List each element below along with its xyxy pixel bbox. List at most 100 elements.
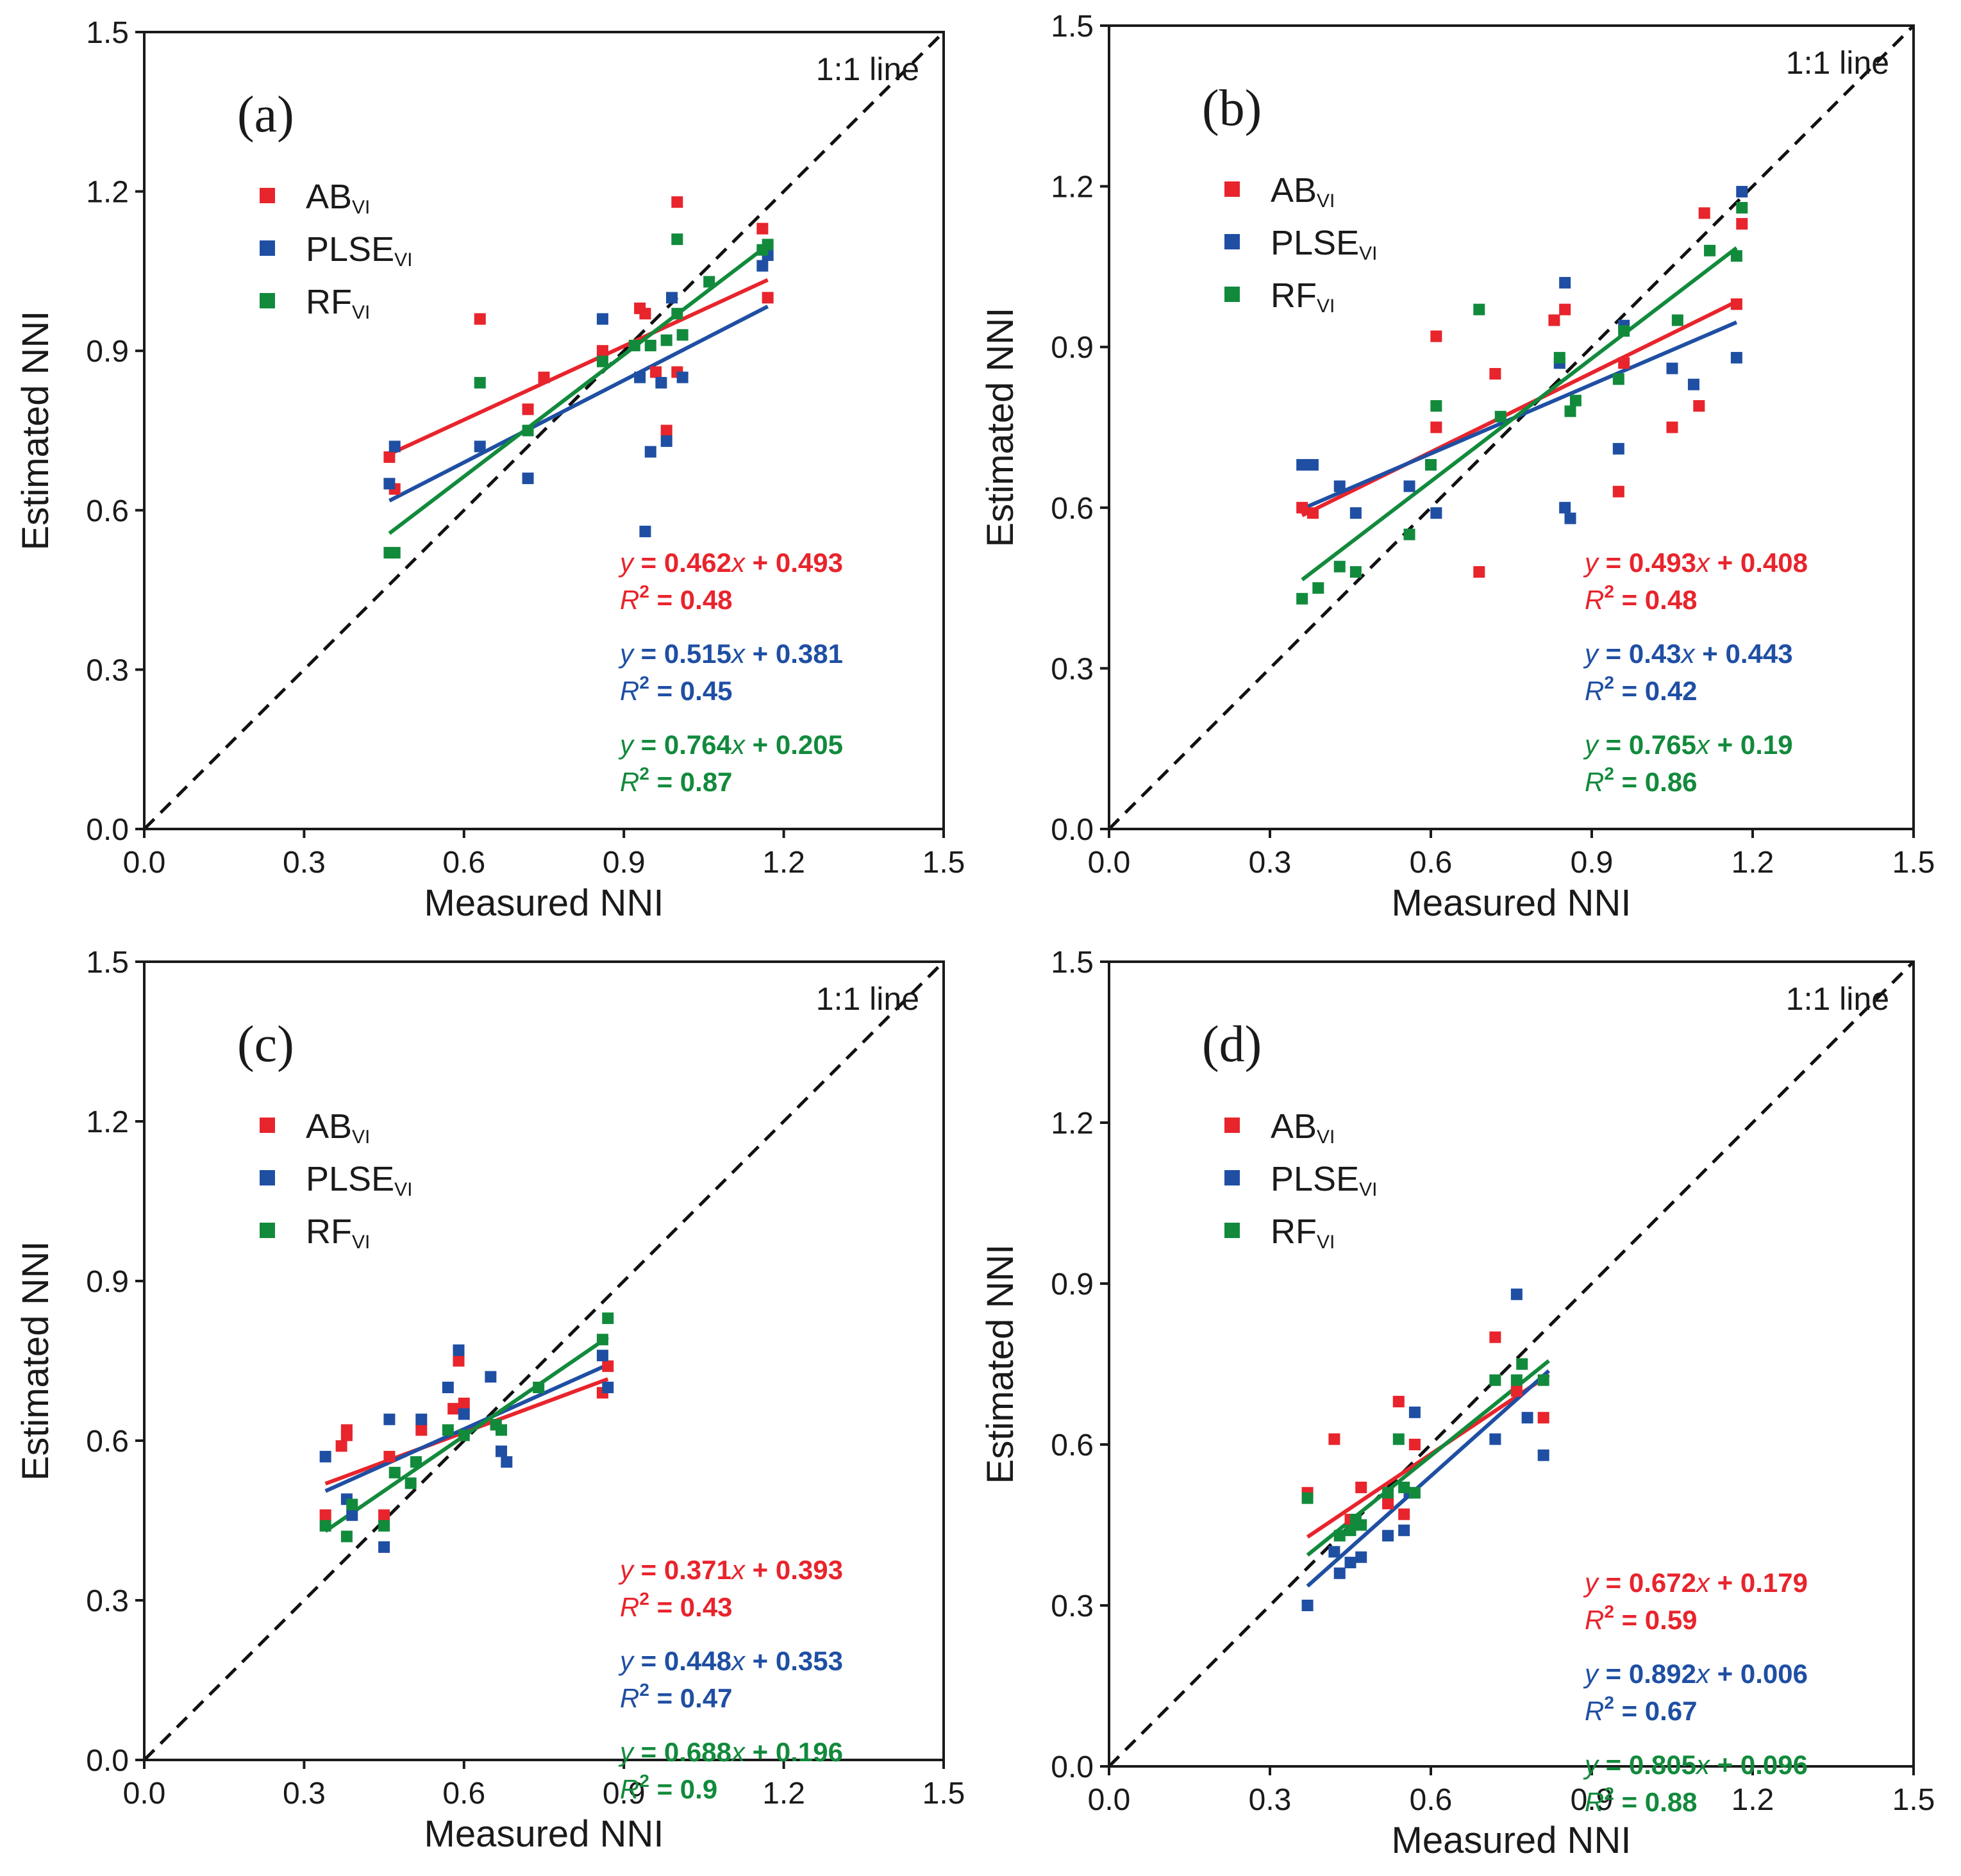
data-point-ab xyxy=(660,424,672,437)
data-point-ab xyxy=(383,1450,396,1462)
one-to-one-label: 1:1 line xyxy=(816,51,919,87)
legend-marker-rf xyxy=(260,1223,275,1238)
one-to-one-line xyxy=(143,31,945,830)
legend-marker-rf xyxy=(260,293,275,308)
panel-b: 0.00.0 0.3 0.3 0.6 0.6 0.9 0.9 1.2 1.2 1.5 1.5 Meas… xyxy=(980,10,1935,924)
data-point-ab xyxy=(602,1360,614,1372)
data-point-rf xyxy=(340,1530,353,1543)
data-point-ab xyxy=(538,371,550,383)
data-point-plse xyxy=(1430,507,1442,519)
data-point-rf xyxy=(1301,1492,1314,1504)
data-point-rf xyxy=(458,1429,470,1441)
regression-line-rf xyxy=(1301,246,1738,582)
y-tick-label: 1.2 xyxy=(86,176,129,210)
legend-label-rf: RFVI xyxy=(1271,276,1335,317)
y-tick-label: 1.5 xyxy=(86,946,129,980)
y-tick-label: 1.2 xyxy=(1051,1107,1094,1141)
x-tick-label: 1.5 xyxy=(922,846,965,880)
panel-label: (b) xyxy=(1202,80,1262,137)
equation-rf: y = 0.764x + 0.205 xyxy=(618,730,843,760)
data-point-ab xyxy=(1398,1508,1410,1520)
plot-frame xyxy=(143,960,945,1761)
one-to-one-label: 1:1 line xyxy=(816,981,919,1017)
data-point-ab xyxy=(1430,330,1442,342)
one-to-one-line xyxy=(1108,24,1915,830)
data-point-rf xyxy=(388,547,401,559)
r-squared-plse: R2 = 0.45 xyxy=(620,673,733,706)
y-tick-label: 0.0 xyxy=(1051,813,1094,847)
panel-label: (a) xyxy=(237,87,294,143)
data-point-rf xyxy=(1473,303,1485,315)
data-point-rf xyxy=(319,1520,331,1532)
data-point-plse xyxy=(1730,351,1742,364)
legend-marker-ab xyxy=(260,188,275,203)
r-squared-rf: R2 = 0.9 xyxy=(620,1771,717,1804)
y-axis-label: Estimated NNI xyxy=(15,311,56,551)
data-point-rf xyxy=(1730,250,1742,262)
data-point-plse xyxy=(655,376,667,389)
data-point-plse xyxy=(1296,458,1308,471)
legend-marker-plse xyxy=(1224,1170,1240,1185)
data-point-rf xyxy=(671,308,683,320)
plot-frame xyxy=(143,31,945,830)
legend-marker-plse xyxy=(260,240,275,256)
data-point-rf xyxy=(442,1424,454,1436)
data-point-ab xyxy=(522,403,534,415)
equation-rf: y = 0.688x + 0.196 xyxy=(618,1737,843,1767)
equation-ab: y = 0.493x + 0.408 xyxy=(1583,548,1808,578)
data-point-ab xyxy=(1408,1439,1421,1450)
data-point-plse xyxy=(1489,1433,1501,1445)
data-point-rf xyxy=(1296,592,1308,605)
y-tick-label: 0.0 xyxy=(1051,1750,1094,1784)
data-point-plse xyxy=(1564,512,1576,524)
data-point-plse xyxy=(1333,480,1346,492)
y-tick-label: 0.6 xyxy=(86,1425,129,1459)
data-point-ab xyxy=(1306,507,1319,519)
x-tick-label: 0.0 xyxy=(123,846,166,880)
data-point-ab xyxy=(1693,400,1705,412)
data-point-plse xyxy=(1537,1449,1549,1461)
data-point-plse xyxy=(634,371,646,383)
data-point-plse xyxy=(596,1350,608,1362)
data-point-rf xyxy=(1489,1374,1501,1386)
panel-d: 0.00.0 0.3 0.3 0.6 0.6 0.9 0.9 1.2 1.2 1.5 1.5 Meas… xyxy=(980,946,1935,1861)
legend-label-rf: RFVI xyxy=(306,1212,370,1253)
data-point-plse xyxy=(458,1408,470,1420)
data-point-plse xyxy=(415,1413,428,1425)
data-point-ab xyxy=(1430,421,1442,433)
legend-marker-rf xyxy=(1224,1223,1240,1238)
data-point-ab xyxy=(756,222,769,235)
data-point-plse xyxy=(1403,480,1415,492)
data-point-plse xyxy=(1306,458,1319,471)
y-tick-label: 0.6 xyxy=(1051,492,1094,526)
data-point-ab xyxy=(1473,566,1485,578)
x-axis-label: Measured NNI xyxy=(424,882,664,924)
legend-label-rf: RFVI xyxy=(306,283,370,323)
y-tick-label: 1.5 xyxy=(1051,946,1094,980)
r-squared-rf: R2 = 0.86 xyxy=(1585,764,1698,797)
y-tick-label: 1.5 xyxy=(86,16,129,50)
regression-line-ab xyxy=(1301,299,1738,517)
y-tick-label: 0.9 xyxy=(1051,1268,1094,1302)
r-squared-rf: R2 = 0.87 xyxy=(620,764,733,797)
data-point-plse xyxy=(485,1371,497,1383)
data-point-plse xyxy=(442,1382,454,1393)
one-to-one-label: 1:1 line xyxy=(1786,45,1889,81)
panel-label: (d) xyxy=(1202,1016,1262,1073)
legend-marker-ab xyxy=(260,1118,275,1133)
data-point-rf xyxy=(1569,394,1581,406)
legend-label-ab: ABVI xyxy=(306,178,370,218)
data-point-plse xyxy=(453,1344,465,1356)
data-point-rf xyxy=(346,1498,358,1511)
data-point-ab xyxy=(319,1509,331,1521)
data-point-plse xyxy=(1666,362,1678,374)
data-point-rf xyxy=(703,276,715,288)
data-point-plse xyxy=(388,440,401,453)
data-point-ab xyxy=(1730,298,1742,310)
x-tick-label: 1.5 xyxy=(1892,1783,1935,1817)
x-tick-label: 0.9 xyxy=(603,1777,646,1811)
regression-line-plse xyxy=(324,1362,609,1493)
data-point-plse xyxy=(378,1541,390,1553)
data-point-ab xyxy=(383,451,396,463)
data-point-rf xyxy=(410,1456,422,1468)
